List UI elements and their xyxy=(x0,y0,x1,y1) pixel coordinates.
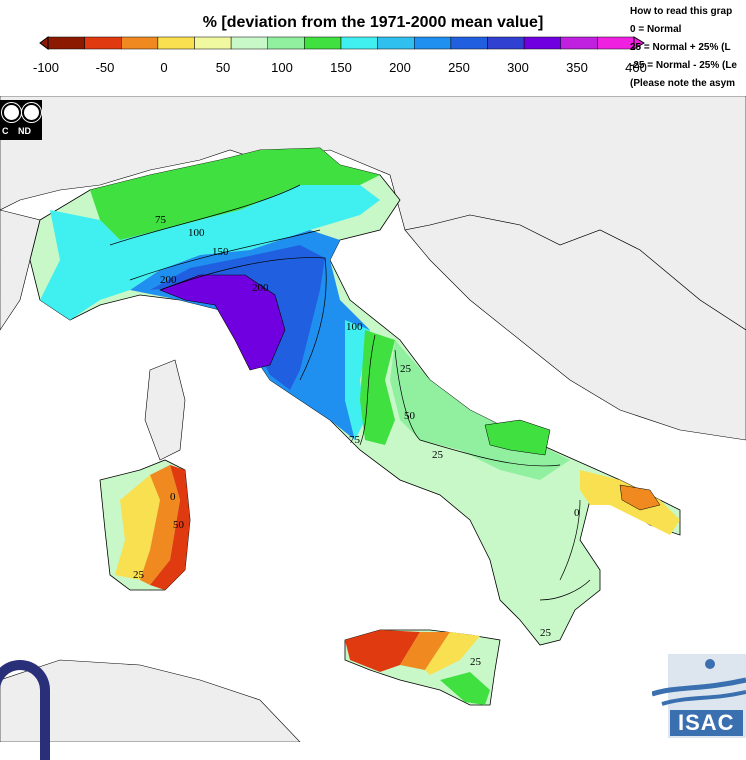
institution-logo xyxy=(0,660,50,760)
colorbar xyxy=(39,36,645,50)
balkans-land xyxy=(404,214,746,441)
contour-label: 25 xyxy=(133,569,145,581)
colorbar-swatch xyxy=(487,36,525,50)
colorbar-swatch xyxy=(157,36,195,50)
contour-label: 100 xyxy=(346,321,363,333)
map-header: % [deviation from the 1971-2000 mean val… xyxy=(0,0,746,96)
colorbar-swatch xyxy=(47,36,85,50)
colorbar-tick-label: 250 xyxy=(448,60,470,75)
colorbar-tick-label: 100 xyxy=(271,60,293,75)
band-green-central xyxy=(360,330,395,445)
contour-label: 25 xyxy=(470,656,482,668)
contour-label: 25 xyxy=(540,627,552,639)
colorbar-swatch xyxy=(267,36,305,50)
colorbar-tick-label: 50 xyxy=(215,60,231,75)
colorbar-right-arrow xyxy=(633,36,645,50)
colorbar-swatch xyxy=(450,36,488,50)
contour-label: 75 xyxy=(155,214,167,226)
legend-note-line: How to read this grap xyxy=(630,6,733,17)
band-green-north xyxy=(90,148,380,240)
cc-label-right: ND xyxy=(18,126,31,136)
legend-note: How to read this grap 0 = Normal 25 = No… xyxy=(630,3,737,93)
cc-label-left: C xyxy=(2,126,9,136)
sicily-red xyxy=(345,630,420,672)
colorbar-swatch xyxy=(304,36,342,50)
contour-label: 100 xyxy=(188,227,205,239)
contour-label: 50 xyxy=(173,519,185,531)
sicily-orange xyxy=(400,632,450,670)
colorbar-tick-label: 300 xyxy=(507,60,529,75)
sardinia-red xyxy=(150,465,190,590)
contour-label: 75 xyxy=(349,434,361,446)
colorbar-swatch xyxy=(121,36,159,50)
colorbar-swatch xyxy=(597,36,635,50)
cc-by-icon xyxy=(2,103,21,122)
colorbar-swatch xyxy=(84,36,122,50)
africa-land xyxy=(0,659,301,742)
colorbar-swatch xyxy=(523,36,561,50)
colorbar-swatch xyxy=(414,36,452,50)
colorbar-tick-label: 150 xyxy=(330,60,352,75)
colorbar-tick-label: 0 xyxy=(160,60,168,75)
colorbar-tick-label: 400 xyxy=(625,60,647,75)
sicily-green xyxy=(440,672,490,705)
cc-nd-icon xyxy=(22,103,41,122)
colorbar-left-arrow xyxy=(39,36,49,50)
legend-note-line: -25 = Normal - 25% (Le xyxy=(630,60,737,71)
contour-label: 50 xyxy=(404,410,416,422)
contour-label: 200 xyxy=(252,282,269,294)
colorbar-swatch xyxy=(377,36,415,50)
colorbar-tick-label: -100 xyxy=(32,60,60,75)
colorbar-swatch xyxy=(340,36,378,50)
colorbar-tick-label: 200 xyxy=(389,60,411,75)
colorbar-swatch xyxy=(194,36,232,50)
sardinia-orange xyxy=(140,465,180,585)
contour-label: 25 xyxy=(400,363,412,375)
contour-label: 150 xyxy=(212,246,229,258)
legend-note-line: 0 = Normal xyxy=(630,24,682,35)
colorbar-swatch xyxy=(230,36,268,50)
creative-commons-icon: C ND xyxy=(0,100,42,140)
legend-note-line: (Please note the asym xyxy=(630,78,736,89)
colorbar-tick-label: -50 xyxy=(95,60,115,75)
colorbar-swatch xyxy=(560,36,598,50)
band-orange-salento xyxy=(619,484,661,511)
band-violet xyxy=(159,274,286,371)
band-cyan xyxy=(40,185,380,320)
contour-label: 0 xyxy=(574,507,580,519)
isac-logo-text: ISAC xyxy=(670,710,743,736)
france-coast xyxy=(0,209,41,331)
colorbar-tick-label: 350 xyxy=(566,60,588,75)
corsica xyxy=(144,359,186,461)
legend-note-line: 25 = Normal + 25% (L xyxy=(630,42,731,53)
band-green-gargano xyxy=(484,419,551,456)
map-canvas: 75 100 150 200 200 100 25 50 75 25 0 25 … xyxy=(0,96,746,742)
sicily-yellow xyxy=(425,632,480,675)
contour-label: 0 xyxy=(170,491,176,503)
contour-label: 25 xyxy=(432,449,444,461)
map-title: % [deviation from the 1971-2000 mean val… xyxy=(202,14,544,31)
contour-label: 200 xyxy=(160,274,177,286)
